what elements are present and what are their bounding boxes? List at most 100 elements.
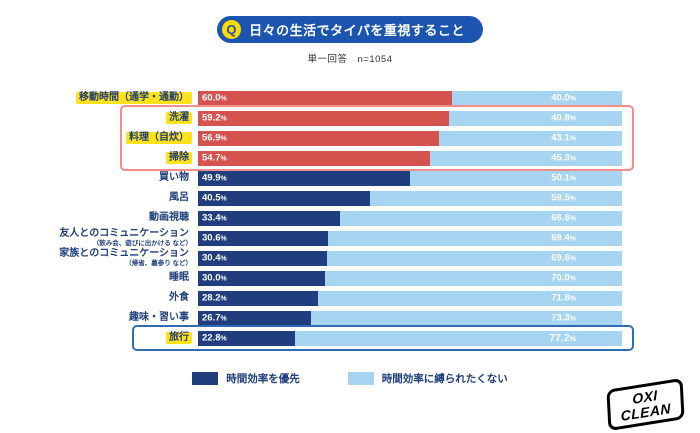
bar-segment-right: 69.6%	[326, 250, 622, 266]
chart-row: 友人とのコミュニケーション （飲み会、遊びに出かける など） 30.6% 69.4%	[0, 228, 700, 248]
bar-segment-right: 70.0%	[325, 270, 622, 286]
bar-segment-left: 22.8%	[198, 330, 295, 346]
row-bars: 60.0% 40.0%	[198, 90, 622, 106]
bar-value-right: 43.1%	[551, 132, 576, 144]
bar-value-left: 59.2%	[202, 112, 227, 124]
legend-item-not-bound: 時間効率に縛られたくない	[347, 371, 508, 386]
row-label-text: 動画視聴	[149, 211, 189, 223]
bar-value-left: 40.5%	[202, 192, 227, 204]
row-bars: 28.2% 71.8%	[198, 290, 622, 306]
row-label: 料理（自炊）	[0, 131, 198, 145]
bar-value-left: 30.0%	[202, 272, 227, 284]
bar-segment-right: 45.3%	[429, 150, 622, 166]
bar-segment-right: 73.3%	[311, 310, 622, 326]
legend-swatch-lightblue	[347, 372, 374, 385]
row-bars: 56.9% 43.1%	[198, 130, 622, 146]
bar-value-right: 69.6%	[551, 252, 576, 264]
percent-sign: %	[220, 215, 227, 223]
bar-value-right: 59.5%	[551, 192, 576, 204]
row-label: 趣味・習い事	[0, 312, 198, 325]
bar-value-left: 56.9%	[202, 132, 227, 144]
row-bars: 26.7% 73.3%	[198, 310, 622, 326]
bar-segment-right: 40.8%	[449, 110, 622, 126]
stacked-bar-chart: 移動時間（通学・通勤） 60.0% 40.0% 洗濯 59.2% 40.8% 料理（自炊） 5…	[0, 88, 700, 351]
row-bars: 30.6% 69.4%	[198, 230, 622, 246]
percent-sign: %	[220, 135, 227, 143]
percent-sign: %	[569, 255, 576, 263]
row-bars: 30.4% 69.6%	[198, 250, 622, 266]
question-title-pill: Q 日々の生活でタイパを重視すること	[217, 16, 483, 43]
row-label: 友人とのコミュニケーション （飲み会、遊びに出かける など）	[0, 228, 198, 247]
bar-segment-left: 30.4%	[198, 250, 327, 266]
chart-row: 掃除 54.7% 45.3%	[0, 148, 700, 168]
percent-sign: %	[569, 135, 576, 143]
chart-row: 旅行 22.8% 77.2%	[0, 328, 700, 348]
row-label-text: 趣味・習い事	[129, 311, 189, 323]
row-label-text: 風呂	[169, 191, 189, 203]
bar-segment-left: 40.5%	[198, 190, 370, 206]
percent-sign: %	[569, 315, 576, 323]
row-label: 移動時間（通学・通勤）	[0, 91, 198, 105]
bar-value-left: 26.7%	[202, 312, 227, 324]
chart-row: 睡眠 30.0% 70.0%	[0, 268, 700, 288]
row-label: 外食	[0, 292, 198, 305]
row-label-text: 友人とのコミュニケーション	[59, 228, 189, 240]
bar-segment-left: 33.4%	[198, 210, 340, 226]
bar-value-right: 77.2%	[549, 332, 576, 344]
row-label-text: 睡眠	[169, 271, 189, 283]
row-label: 家族とのコミュニケーション （帰省、墓参り など）	[0, 248, 198, 267]
row-label-text: 外食	[169, 291, 189, 303]
row-label: 旅行	[0, 331, 198, 345]
bar-segment-right: 66.6%	[339, 210, 622, 226]
percent-sign: %	[569, 275, 576, 283]
row-label: 風呂	[0, 192, 198, 205]
bar-segment-left: 30.0%	[198, 270, 326, 286]
bar-value-left: 30.4%	[202, 252, 227, 264]
bar-segment-left: 54.7%	[198, 150, 430, 166]
survey-note: 単一回答 n=1054	[307, 54, 393, 65]
chart-row: 動画視聴 33.4% 66.6%	[0, 208, 700, 228]
bar-segment-left: 56.9%	[198, 130, 440, 146]
percent-sign: %	[569, 115, 576, 123]
bar-value-right: 69.4%	[551, 232, 576, 244]
percent-sign: %	[569, 155, 576, 163]
chart-row: 風呂 40.5% 59.5%	[0, 188, 700, 208]
legend-label-priority: 時間効率を優先	[226, 373, 300, 385]
row-label: 掃除	[0, 151, 198, 165]
chart-row: 家族とのコミュニケーション （帰省、墓参り など） 30.4% 69.6%	[0, 248, 700, 268]
bar-value-right: 40.0%	[551, 92, 576, 104]
bar-value-right: 50.1%	[551, 172, 576, 184]
chart-row: 料理（自炊） 56.9% 43.1%	[0, 128, 700, 148]
row-bars: 59.2% 40.8%	[198, 110, 622, 126]
percent-sign: %	[220, 335, 227, 343]
bar-segment-right: 43.1%	[439, 130, 622, 146]
row-label: 動画視聴	[0, 212, 198, 225]
percent-sign: %	[569, 195, 576, 203]
page-title: 日々の生活でタイパを重視すること	[249, 23, 465, 38]
bar-value-left: 54.7%	[202, 152, 227, 164]
percent-sign: %	[220, 95, 227, 103]
chart-row: 洗濯 59.2% 40.8%	[0, 108, 700, 128]
bar-value-right: 40.8%	[551, 112, 576, 124]
bar-value-right: 70.0%	[551, 272, 576, 284]
bar-value-left: 49.9%	[202, 172, 227, 184]
row-label-text: 旅行	[166, 331, 192, 345]
row-bars: 22.8% 77.2%	[198, 330, 622, 346]
bar-segment-right: 69.4%	[327, 230, 622, 246]
row-label-text: 移動時間（通学・通勤）	[76, 91, 192, 105]
percent-sign: %	[569, 215, 576, 223]
row-label: 買い物	[0, 172, 198, 185]
percent-sign: %	[569, 95, 576, 103]
bar-segment-right: 40.0%	[452, 90, 622, 106]
row-label-text: 家族とのコミュニケーション	[59, 248, 189, 260]
legend-swatch-navy	[192, 372, 219, 385]
bar-segment-left: 30.6%	[198, 230, 328, 246]
legend-label-not-bound: 時間効率に縛られたくない	[381, 373, 508, 385]
row-bars: 49.9% 50.1%	[198, 170, 622, 186]
row-sublabel: （飲み会、遊びに出かける など）	[92, 239, 192, 247]
bar-value-left: 22.8%	[202, 332, 227, 344]
percent-sign: %	[569, 175, 576, 183]
header: Q 日々の生活でタイパを重視すること 単一回答 n=1054	[0, 16, 700, 65]
bar-value-left: 33.4%	[202, 212, 227, 224]
percent-sign: %	[569, 336, 576, 343]
